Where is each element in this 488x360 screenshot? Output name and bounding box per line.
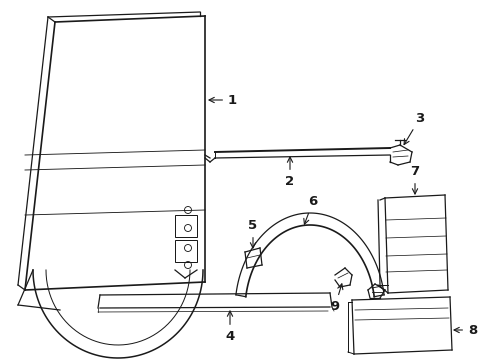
Bar [175, 240, 197, 262]
Text: 6: 6 [303, 195, 317, 224]
Text: 4: 4 [225, 311, 234, 343]
Text: 2: 2 [285, 157, 294, 188]
Bar [175, 215, 197, 237]
Text: 7: 7 [409, 165, 419, 194]
Text: 9: 9 [330, 284, 342, 313]
Text: 1: 1 [208, 94, 237, 107]
Text: 3: 3 [403, 112, 424, 145]
Text: 5: 5 [248, 219, 257, 248]
Text: 8: 8 [453, 324, 476, 337]
